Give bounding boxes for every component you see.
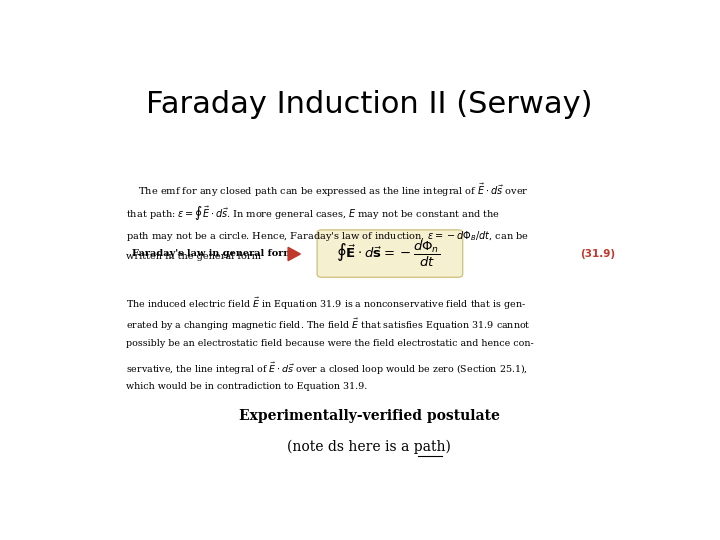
Text: possibly be an electrostatic field because were the field electrostatic and henc: possibly be an electrostatic field becau…: [126, 339, 534, 348]
Text: erated by a changing magnetic field. The field $\vec{E}$ that satisfies Equation: erated by a changing magnetic field. The…: [126, 317, 531, 333]
Text: The induced electric field $\vec{E}$ in Equation 31.9 is a nonconservative field: The induced electric field $\vec{E}$ in …: [126, 295, 526, 312]
Text: written in the general form: written in the general form: [126, 252, 261, 261]
Text: (note ds here is a path): (note ds here is a path): [287, 440, 451, 454]
Text: (31.9): (31.9): [580, 249, 616, 259]
FancyBboxPatch shape: [317, 230, 463, 277]
Text: $\oint \vec{\mathbf{E}} \cdot d\vec{\mathbf{s}} = -\dfrac{d\Phi_n}{dt}$: $\oint \vec{\mathbf{E}} \cdot d\vec{\mat…: [336, 239, 441, 269]
Text: The emf for any closed path can be expressed as the line integral of $\vec{E} \c: The emf for any closed path can be expre…: [126, 181, 529, 199]
Text: that path: $\varepsilon = \oint \vec{E} \cdot d\vec{s}$. In more general cases, : that path: $\varepsilon = \oint \vec{E} …: [126, 205, 500, 224]
Text: Faraday's law in general form: Faraday's law in general form: [132, 249, 294, 259]
Text: Faraday Induction II (Serway): Faraday Induction II (Serway): [145, 90, 593, 119]
Text: path may not be a circle. Hence, Faraday's law of induction, $\varepsilon = -d\P: path may not be a circle. Hence, Faraday…: [126, 228, 529, 242]
Text: servative, the line integral of $\vec{E} \cdot d\vec{s}$ over a closed loop woul: servative, the line integral of $\vec{E}…: [126, 360, 528, 376]
Text: Experimentally-verified postulate: Experimentally-verified postulate: [238, 409, 500, 423]
Polygon shape: [288, 247, 300, 261]
Text: which would be in contradiction to Equation 31.9.: which would be in contradiction to Equat…: [126, 382, 367, 391]
